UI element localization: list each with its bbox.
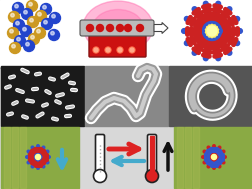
Circle shape — [136, 25, 143, 32]
Circle shape — [34, 28, 45, 39]
Circle shape — [210, 154, 216, 160]
Polygon shape — [192, 127, 198, 188]
Circle shape — [26, 1, 37, 12]
Circle shape — [14, 36, 25, 46]
FancyArrow shape — [153, 22, 167, 33]
Circle shape — [198, 18, 224, 44]
Circle shape — [208, 152, 218, 162]
Circle shape — [27, 16, 38, 28]
Circle shape — [86, 25, 93, 32]
Bar — [85, 66, 167, 126]
Circle shape — [20, 26, 32, 36]
Circle shape — [48, 29, 59, 40]
Circle shape — [93, 170, 106, 183]
Circle shape — [12, 2, 23, 13]
Circle shape — [206, 149, 221, 165]
Circle shape — [129, 47, 135, 53]
Circle shape — [13, 19, 24, 30]
Circle shape — [51, 14, 55, 18]
Circle shape — [211, 154, 216, 160]
Circle shape — [94, 48, 98, 52]
Circle shape — [38, 12, 41, 16]
Circle shape — [30, 35, 34, 39]
Circle shape — [116, 47, 122, 53]
Circle shape — [116, 25, 123, 32]
Circle shape — [206, 26, 216, 36]
Circle shape — [49, 12, 60, 23]
Circle shape — [106, 48, 110, 52]
Circle shape — [37, 29, 40, 33]
Circle shape — [21, 9, 32, 19]
Circle shape — [93, 47, 99, 53]
Circle shape — [96, 25, 103, 32]
Polygon shape — [176, 127, 182, 188]
Circle shape — [145, 170, 158, 183]
Circle shape — [130, 48, 134, 52]
Circle shape — [10, 43, 20, 53]
Circle shape — [43, 5, 46, 9]
Circle shape — [28, 33, 39, 44]
Bar — [1, 66, 84, 126]
Circle shape — [8, 28, 18, 39]
Bar — [1, 127, 79, 188]
Circle shape — [50, 31, 54, 35]
Circle shape — [17, 37, 20, 41]
FancyBboxPatch shape — [89, 33, 145, 57]
FancyBboxPatch shape — [80, 20, 153, 36]
Circle shape — [23, 40, 34, 51]
FancyBboxPatch shape — [95, 135, 104, 176]
Circle shape — [28, 2, 32, 6]
FancyArrow shape — [153, 22, 167, 33]
Circle shape — [12, 44, 15, 48]
Circle shape — [117, 48, 121, 52]
Circle shape — [201, 21, 221, 41]
Circle shape — [44, 20, 47, 24]
Circle shape — [40, 4, 51, 15]
Polygon shape — [20, 127, 26, 188]
Circle shape — [124, 25, 131, 32]
Circle shape — [30, 149, 45, 165]
Bar — [168, 66, 251, 126]
Circle shape — [24, 10, 27, 14]
Ellipse shape — [83, 1, 152, 53]
Circle shape — [106, 25, 113, 32]
Circle shape — [33, 152, 43, 162]
Circle shape — [204, 24, 218, 38]
Circle shape — [35, 11, 46, 22]
Circle shape — [29, 18, 33, 22]
Circle shape — [26, 42, 29, 46]
Bar — [173, 127, 251, 188]
Circle shape — [10, 29, 13, 33]
Circle shape — [35, 154, 40, 160]
Circle shape — [41, 19, 52, 29]
Circle shape — [23, 27, 26, 31]
Circle shape — [105, 47, 111, 53]
Ellipse shape — [93, 9, 142, 44]
Circle shape — [9, 12, 19, 22]
FancyBboxPatch shape — [0, 0, 252, 69]
Polygon shape — [12, 127, 18, 188]
Circle shape — [11, 13, 14, 17]
Circle shape — [35, 154, 41, 160]
Circle shape — [16, 21, 19, 25]
FancyBboxPatch shape — [147, 135, 156, 176]
Polygon shape — [4, 127, 10, 188]
Bar — [149, 136, 153, 176]
Polygon shape — [184, 127, 190, 188]
Circle shape — [15, 4, 18, 8]
